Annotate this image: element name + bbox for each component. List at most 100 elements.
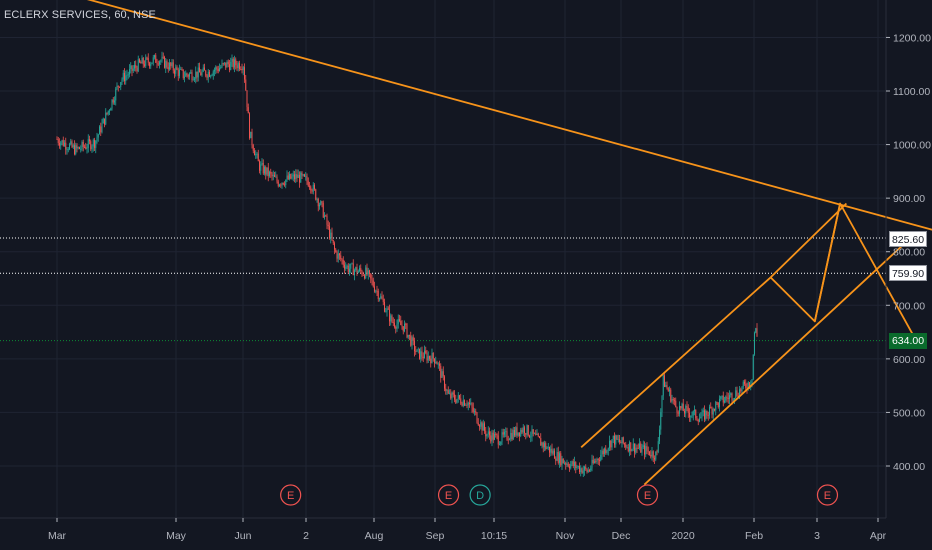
- candle-body: [686, 405, 688, 408]
- candle-body: [687, 407, 689, 413]
- candle-body: [561, 458, 563, 466]
- candle-body: [445, 388, 447, 391]
- candle-body: [527, 425, 529, 436]
- candle-body: [225, 62, 227, 68]
- candle-body: [536, 433, 538, 436]
- candle-body: [626, 447, 628, 449]
- candle-body: [217, 69, 219, 72]
- time-axis-label[interactable]: May: [166, 530, 187, 542]
- earnings-marker-label[interactable]: E: [287, 490, 294, 502]
- dividend-marker-label[interactable]: D: [476, 490, 484, 502]
- price-axis-label[interactable]: 400.00: [893, 461, 925, 473]
- trendline[interactable]: [580, 276, 772, 448]
- candle-body: [499, 444, 500, 446]
- candle-body: [570, 464, 572, 469]
- candle-body: [355, 267, 357, 271]
- time-axis[interactable]: Mar May Jun 2 Aug Sep 10:15 Nov Dec 2020 Feb 3 Apr: [0, 517, 887, 542]
- price-axis-label[interactable]: 700.00: [893, 300, 925, 312]
- price-axis-label[interactable]: 900.00: [893, 193, 925, 205]
- candle-body: [380, 296, 382, 299]
- trendline[interactable]: [813, 203, 841, 322]
- candle-body: [322, 202, 324, 218]
- candle-body: [579, 466, 580, 473]
- candle-body: [492, 432, 494, 440]
- candle-body: [506, 431, 508, 440]
- candle-body: [519, 432, 520, 437]
- earnings-marker[interactable]: [437, 484, 460, 506]
- trendline[interactable]: [643, 232, 917, 486]
- candle-body: [471, 403, 473, 408]
- earnings-marker-label[interactable]: E: [824, 490, 831, 502]
- candle-body: [254, 150, 255, 156]
- candle-body: [430, 358, 432, 364]
- time-axis-label[interactable]: 10:15: [481, 530, 507, 542]
- candle-body: [64, 142, 65, 146]
- trendline[interactable]: [769, 202, 848, 279]
- candle-body: [466, 404, 468, 406]
- trendline[interactable]: [51, 0, 932, 236]
- candle-body: [697, 419, 699, 422]
- candle-body: [304, 174, 305, 177]
- price-axis-label[interactable]: 1200.00: [893, 32, 931, 44]
- candle-body: [105, 112, 107, 125]
- candle-body: [162, 56, 164, 58]
- candle-body: [476, 412, 478, 423]
- candle-body: [609, 440, 610, 449]
- candle-body: [745, 383, 747, 388]
- candle-body: [169, 62, 170, 70]
- candle-body: [591, 459, 593, 469]
- candle-body: [222, 63, 224, 65]
- candle-body: [504, 431, 505, 435]
- candle-body: [357, 270, 359, 273]
- earnings-marker[interactable]: [816, 484, 839, 506]
- candle-body: [404, 323, 405, 332]
- candle-body: [585, 466, 587, 469]
- time-axis-label[interactable]: 3: [814, 530, 820, 542]
- candle-body: [277, 181, 279, 187]
- trendline-drawings[interactable]: [51, 0, 932, 486]
- price-axis-label[interactable]: 1100.00: [893, 86, 930, 98]
- dividend-marker[interactable]: [469, 484, 491, 506]
- earnings-marker[interactable]: [636, 484, 659, 506]
- time-axis-label[interactable]: Dec: [612, 530, 631, 542]
- candle-body: [470, 403, 472, 405]
- candle-body: [631, 449, 633, 452]
- price-axis-label[interactable]: 1000.00: [893, 140, 931, 152]
- candle-body: [279, 184, 280, 187]
- candle-body: [489, 431, 490, 436]
- earnings-marker-label[interactable]: E: [445, 490, 452, 502]
- time-axis-label[interactable]: Apr: [870, 530, 887, 542]
- candle-body: [190, 72, 192, 74]
- time-axis-label[interactable]: Feb: [745, 530, 763, 542]
- price-axis[interactable]: 1200.00 1100.00 1000.00 900.00 800.00 700.00 6…: [885, 0, 931, 518]
- candle-body: [89, 139, 90, 142]
- candle-body: [365, 267, 367, 279]
- time-axis-label[interactable]: Mar: [48, 530, 67, 542]
- time-axis-label[interactable]: 2: [303, 530, 309, 542]
- earnings-marker[interactable]: [280, 484, 302, 506]
- candle-body: [66, 149, 68, 151]
- candle-body: [97, 134, 99, 138]
- candle-body: [155, 55, 157, 63]
- candle-body: [56, 139, 58, 141]
- price-axis-label[interactable]: 500.00: [893, 407, 925, 419]
- candle-body: [411, 337, 413, 346]
- price-axis-label[interactable]: 600.00: [893, 354, 925, 366]
- time-axis-label[interactable]: Jun: [235, 530, 252, 542]
- candle-body: [284, 184, 285, 186]
- candle-body: [286, 175, 288, 180]
- candle-body: [151, 62, 153, 64]
- time-axis-label[interactable]: Sep: [426, 530, 445, 542]
- candle-body: [509, 439, 510, 441]
- candle-body: [724, 400, 725, 403]
- candle-body: [157, 63, 159, 65]
- candle-body: [160, 60, 162, 62]
- price-axis-label[interactable]: 800.00: [893, 247, 925, 259]
- candle-body: [674, 400, 675, 402]
- time-axis-label[interactable]: Nov: [556, 530, 575, 542]
- earnings-marker-label[interactable]: E: [644, 490, 651, 502]
- time-axis-label[interactable]: 2020: [671, 530, 695, 542]
- time-axis-label[interactable]: Aug: [365, 530, 384, 542]
